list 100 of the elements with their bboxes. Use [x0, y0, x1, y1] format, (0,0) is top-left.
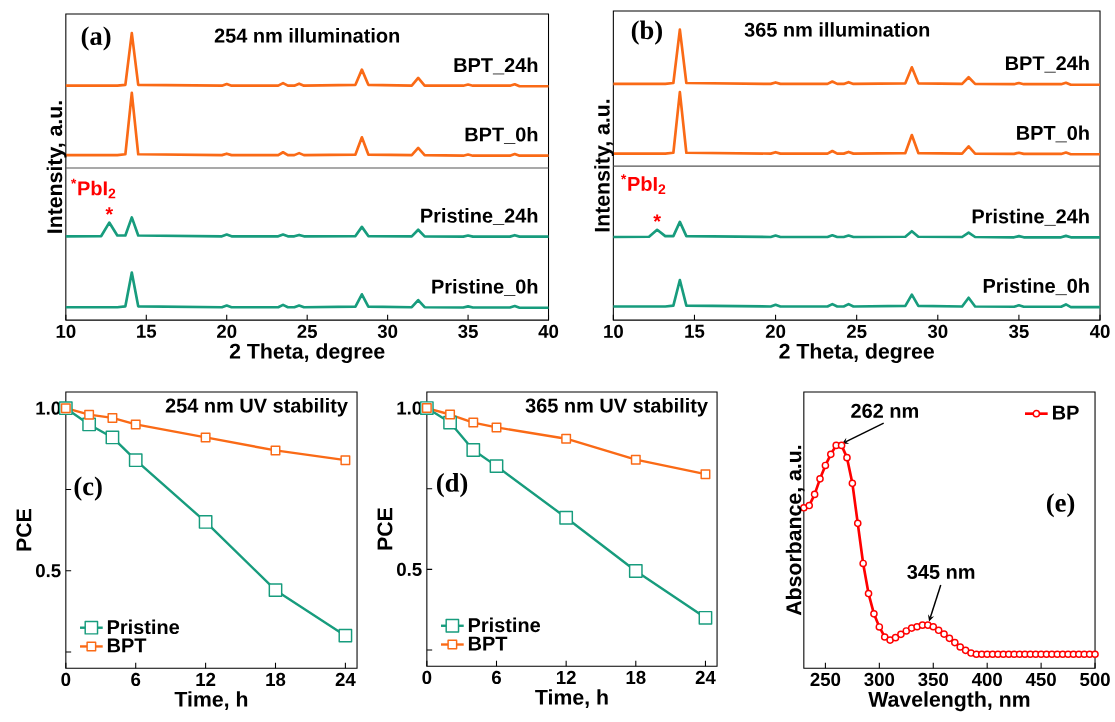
- x-tick-label: 300: [864, 672, 895, 687]
- x-tick-label: 25: [846, 324, 867, 338]
- point: [130, 419, 141, 430]
- annotation: 262 nm: [851, 403, 918, 418]
- x-tick-label: 450: [1025, 672, 1056, 687]
- legend-label: BPT: [107, 638, 147, 653]
- x-tick-label: 350: [918, 672, 949, 687]
- point: [270, 445, 281, 456]
- annotation: 345 nm: [907, 564, 975, 580]
- point: [821, 461, 830, 470]
- point: [128, 453, 143, 468]
- x-tick-label: 35: [1008, 324, 1029, 339]
- point: [864, 589, 873, 598]
- annotation: (e): [1046, 493, 1075, 518]
- y-axis-title: PCE: [16, 509, 32, 551]
- x-tick-label: 12: [556, 670, 576, 684]
- point: [945, 634, 954, 643]
- point: [1091, 650, 1099, 659]
- x-tick-label: 400: [971, 672, 1002, 687]
- point: [805, 501, 814, 510]
- point: [630, 454, 641, 465]
- x-axis-title: Wavelength, nm: [868, 691, 1030, 712]
- point: [886, 636, 894, 644]
- x-tick-label: 6: [131, 672, 141, 687]
- point: [489, 459, 504, 474]
- series-label: Pristine_24h: [421, 208, 538, 225]
- point: [956, 643, 965, 651]
- annotation: $^{*}$PbI$_{2}$: [620, 174, 666, 194]
- point: [924, 621, 932, 629]
- point: [84, 409, 95, 420]
- point: [902, 627, 911, 635]
- x-tick-label: 12: [196, 672, 216, 686]
- point: [466, 443, 481, 457]
- series-label: BPT_24h: [454, 57, 538, 75]
- series-label: BPT_24h: [1005, 55, 1089, 73]
- point: [698, 610, 713, 625]
- x-tick-label: 18: [626, 670, 646, 685]
- point: [848, 479, 857, 488]
- x-axis-title: Time, h: [174, 691, 248, 710]
- x-tick-label: 30: [377, 324, 398, 339]
- y-axis-title: PCE: [377, 508, 393, 550]
- annotation: (b): [631, 20, 662, 45]
- series-label: Pristine_0h: [432, 278, 538, 296]
- x-tick-label: 6: [492, 670, 501, 685]
- point: [951, 638, 959, 647]
- x-tick-label: 15: [137, 324, 157, 338]
- series-label: BPT_0h: [465, 126, 538, 144]
- point: [268, 583, 283, 598]
- series-label: Pristine_0h: [983, 278, 1089, 296]
- point: [870, 609, 878, 618]
- legend-label: Pristine: [468, 617, 541, 633]
- point: [897, 630, 905, 639]
- point: [826, 450, 835, 459]
- point: [843, 453, 851, 462]
- point: [445, 409, 456, 420]
- x-axis-title: 2 Theta, degree: [779, 343, 934, 364]
- series-label: BPT_0h: [1017, 125, 1089, 143]
- x-tick-label: 40: [538, 324, 559, 338]
- point: [107, 412, 118, 423]
- chart-title: 254 nm illumination: [214, 28, 400, 43]
- x-axis-title: 2 Theta, degree: [229, 343, 385, 364]
- annotation: (a): [81, 26, 111, 51]
- x-tick-label: 24: [695, 670, 716, 684]
- point: [940, 630, 948, 638]
- y-tick-label: 0.5: [35, 564, 61, 578]
- legend-label: BP: [1053, 405, 1079, 420]
- x-tick-label: 18: [266, 672, 286, 687]
- point: [967, 649, 975, 657]
- y-axis-title: Intensity, a.u.: [594, 99, 614, 232]
- point: [491, 422, 502, 433]
- point: [859, 559, 867, 568]
- chart-title: 365 nm illumination: [744, 22, 930, 37]
- y-axis-title: Intensity, a.u.: [46, 101, 67, 233]
- x-tick-label: 20: [217, 324, 237, 338]
- point: [875, 623, 884, 631]
- x-axis-title: Time, h: [535, 689, 608, 708]
- point: [880, 633, 889, 641]
- x-tick-label: 20: [765, 324, 786, 338]
- annotation: *: [653, 214, 661, 222]
- point: [468, 417, 479, 428]
- point: [837, 441, 846, 450]
- legend-label: Pristine: [107, 619, 180, 635]
- legend-label: BPT: [468, 636, 508, 651]
- point: [105, 430, 120, 445]
- point: [700, 469, 711, 480]
- point: [198, 515, 213, 529]
- point: [559, 510, 574, 525]
- x-tick-label: 35: [458, 324, 478, 339]
- x-tick-label: 40: [1089, 324, 1110, 338]
- annotation: (d): [436, 473, 468, 498]
- x-tick-label: 15: [685, 324, 705, 338]
- x-tick-label: 0: [61, 672, 71, 687]
- x-tick-label: 500: [1080, 672, 1110, 687]
- x-tick-label: 10: [56, 324, 76, 338]
- annotation: (c): [74, 476, 102, 501]
- x-tick-label: 250: [810, 672, 841, 687]
- point: [853, 519, 862, 528]
- point: [891, 633, 900, 642]
- point: [913, 622, 921, 631]
- x-tick-label: 24: [335, 672, 356, 686]
